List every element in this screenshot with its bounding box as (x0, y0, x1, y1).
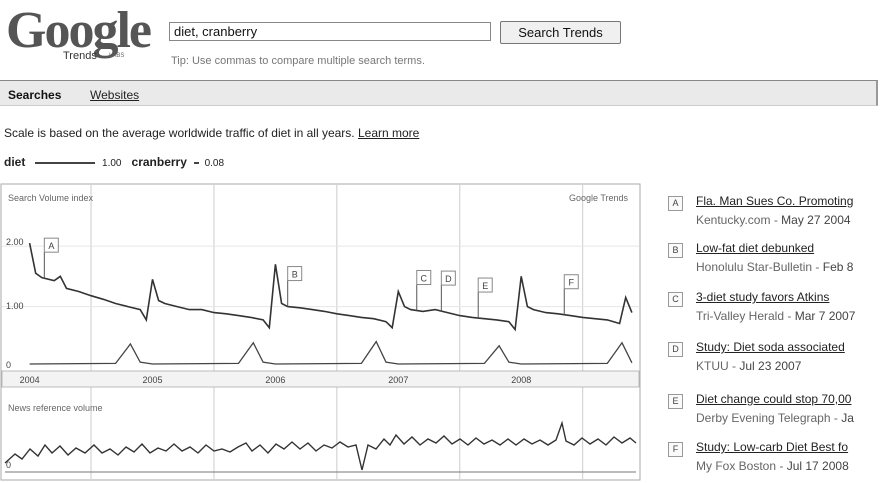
annotation-box-D (440, 270, 456, 286)
news-marker-b: B (668, 243, 683, 258)
news-y-tick-0: 0 (6, 460, 11, 470)
annotation-label-D: D (445, 274, 452, 284)
year-label-2007: 2007 (388, 375, 408, 385)
year-label-2008: 2008 (511, 375, 531, 385)
news-title-a[interactable]: Fla. Man Sues Co. Promoting (696, 194, 854, 208)
year-label-2004: 2004 (20, 375, 40, 385)
news-item-d[interactable]: D Study: Diet soda associated KTUU - Jul… (668, 340, 880, 380)
annotation-box-C (416, 269, 432, 285)
scale-text: Scale is based on the average worldwide … (4, 126, 355, 140)
annotation-label-C: C (421, 273, 428, 283)
news-marker-d: D (668, 342, 683, 357)
news-title-d[interactable]: Study: Diet soda associated (696, 340, 845, 354)
news-volume-label: News reference volume (8, 403, 103, 413)
annotation-label-E: E (482, 281, 488, 291)
legend-value-diet: 1.00 (102, 158, 122, 169)
tab-searches[interactable]: Searches (8, 88, 62, 102)
annotation-label-F: F (569, 278, 575, 288)
news-title-f[interactable]: Study: Low-carb Diet Best fo (696, 440, 849, 454)
annotation-box-E (477, 277, 493, 293)
annotation-box-F (563, 274, 579, 290)
google-trends-logo[interactable]: Google Trends LABS (6, 3, 161, 69)
search-input[interactable] (169, 22, 491, 41)
logo-trends-label: Trends (63, 50, 97, 62)
series-line-cranberry (29, 340, 633, 365)
news-source-b: Honolulu Star-Bulletin - Feb 8 (696, 260, 854, 274)
series-line-diet (28, 242, 633, 332)
news-title-c[interactable]: 3-diet study favors Atkins (696, 290, 830, 304)
tab-bar (0, 80, 878, 106)
google-trends-brand: Google Trends (569, 193, 629, 203)
legend-term-diet: diet (4, 155, 26, 169)
y-tick-0: 0 (6, 360, 11, 370)
legend-line-diet (34, 161, 95, 164)
news-marker-c: C (668, 292, 683, 307)
news-source-d: KTUU - Jul 23 2007 (696, 359, 802, 373)
learn-more-link[interactable]: Learn more (357, 126, 420, 140)
y-tick-1: 1.00 (6, 301, 24, 311)
news-item-b[interactable]: B Low-fat diet debunked Honolulu Star-Bu… (668, 241, 880, 281)
scale-note: Scale is based on the average worldwide … (4, 126, 419, 140)
news-volume-line (4, 420, 637, 471)
logo-labs-label: LABS (109, 53, 125, 59)
news-title-e[interactable]: Diet change could stop 70,00 (696, 392, 852, 406)
year-label-2006: 2006 (265, 375, 285, 385)
legend-value-cranberry: 0.08 (204, 158, 225, 169)
news-title-b[interactable]: Low-fat diet debunked (696, 241, 815, 255)
annotation-label-B: B (292, 270, 298, 280)
chart-annotations: A B C D E F (43, 237, 579, 319)
news-source-e: Derby Evening Telegraph - Ja (696, 411, 854, 425)
news-item-c[interactable]: C 3-diet study favors Atkins Tri-Valley … (668, 290, 880, 330)
news-item-e[interactable]: E Diet change could stop 70,00 Derby Eve… (668, 392, 880, 432)
legend-term-cranberry: cranberry (131, 155, 187, 169)
news-marker-a: A (668, 196, 683, 211)
annotation-box-B (287, 266, 303, 282)
annotation-label-A: A (48, 241, 54, 251)
tab-websites[interactable]: Websites (90, 88, 140, 102)
trends-chart: Search Volume index Google Trends 2.00 1… (0, 183, 641, 481)
news-marker-e: E (668, 394, 683, 409)
news-source-c: Tri-Valley Herald - Mar 7 2007 (696, 309, 856, 323)
chart-grid (2, 185, 639, 479)
news-item-f[interactable]: F Study: Low-carb Diet Best fo My Fox Bo… (668, 440, 880, 480)
search-tip: Tip: Use commas to compare multiple sear… (171, 55, 425, 67)
news-source-f: My Fox Boston - Jul 17 2008 (696, 459, 849, 473)
legend: diet 1.00 cranberry 0.08 (4, 155, 224, 169)
news-marker-f: F (668, 442, 683, 457)
search-trends-button[interactable]: Search Trends (500, 21, 621, 44)
logo-wordmark: Google (6, 2, 152, 59)
chart-frame (0, 183, 641, 481)
y-tick-2: 2.00 (6, 237, 24, 247)
year-label-2005: 2005 (142, 375, 162, 385)
news-source-a: Kentucky.com - May 27 2004 (696, 213, 851, 227)
year-axis-strip (1, 370, 640, 388)
chart-series (28, 242, 633, 365)
legend-line-cranberry (194, 161, 200, 164)
search-volume-label: Search Volume index (8, 193, 94, 203)
year-axis: 2004 2005 2006 2007 2008 (1, 370, 640, 388)
annotation-box-A (43, 237, 59, 253)
news-item-a[interactable]: A Fla. Man Sues Co. Promoting Kentucky.c… (668, 194, 880, 234)
